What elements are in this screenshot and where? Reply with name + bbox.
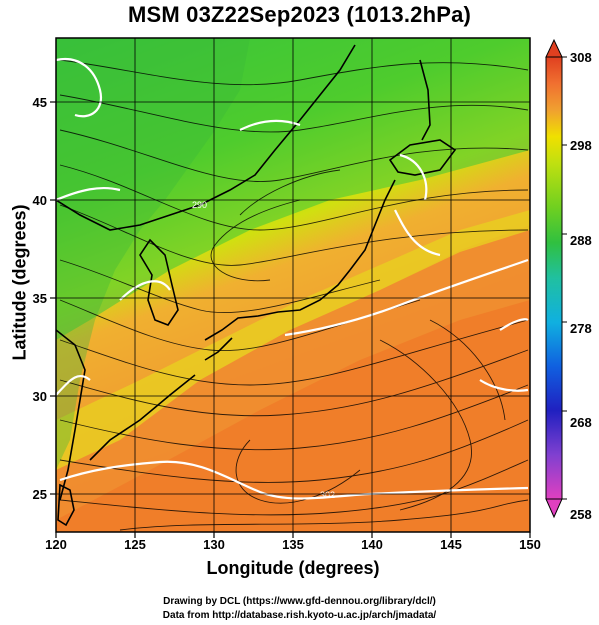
- contour-label-290: 290: [192, 200, 207, 210]
- colorbar-tick-label: 258: [570, 507, 592, 522]
- x-tick-label: 135: [282, 537, 304, 552]
- colorbar-min-arrow: [545, 498, 563, 519]
- grid-lines: [56, 38, 530, 532]
- y-tick-marks: [50, 101, 56, 495]
- y-tick-label: 25: [33, 487, 47, 502]
- x-tick-label: 150: [519, 537, 541, 552]
- contour-label-302: 302: [320, 490, 335, 500]
- colorbar-tick-label: 298: [570, 138, 592, 153]
- isotherm-contours: [56, 57, 529, 500]
- map-title: MSM 03Z22Sep2023 (1013.2hPa): [127, 2, 472, 27]
- y-tick-label: 30: [33, 389, 47, 404]
- coastlines: [56, 44, 457, 527]
- colorbar-max-arrow: [545, 38, 563, 58]
- x-tick-label: 145: [440, 537, 462, 552]
- y-tick-label: 35: [33, 291, 47, 306]
- colorbar-tick-label: 288: [570, 233, 592, 248]
- x-tick-label: 120: [45, 537, 67, 552]
- x-tick-label: 140: [361, 537, 383, 552]
- x-tick-label: 130: [203, 537, 225, 552]
- colorbar-tick-label: 308: [570, 50, 592, 65]
- x-tick-marks: [55, 532, 531, 538]
- credit-data: Data from http://database.rish.kyoto-u.a…: [162, 610, 437, 621]
- y-tick-label: 45: [33, 95, 47, 110]
- colorbar: 258 268 278 288 298 308: [545, 38, 592, 522]
- colorbar-tick-label: 278: [570, 321, 592, 336]
- credit-drawing: Drawing by DCL (https://www.gfd-dennou.o…: [163, 596, 436, 607]
- x-tick-label: 125: [124, 537, 146, 552]
- y-tick-label: 40: [33, 193, 47, 208]
- y-axis-label: Latitude (degrees): [9, 204, 30, 361]
- colorbar-tick-label: 268: [570, 415, 592, 430]
- x-axis-label: Longitude (degrees): [206, 558, 380, 578]
